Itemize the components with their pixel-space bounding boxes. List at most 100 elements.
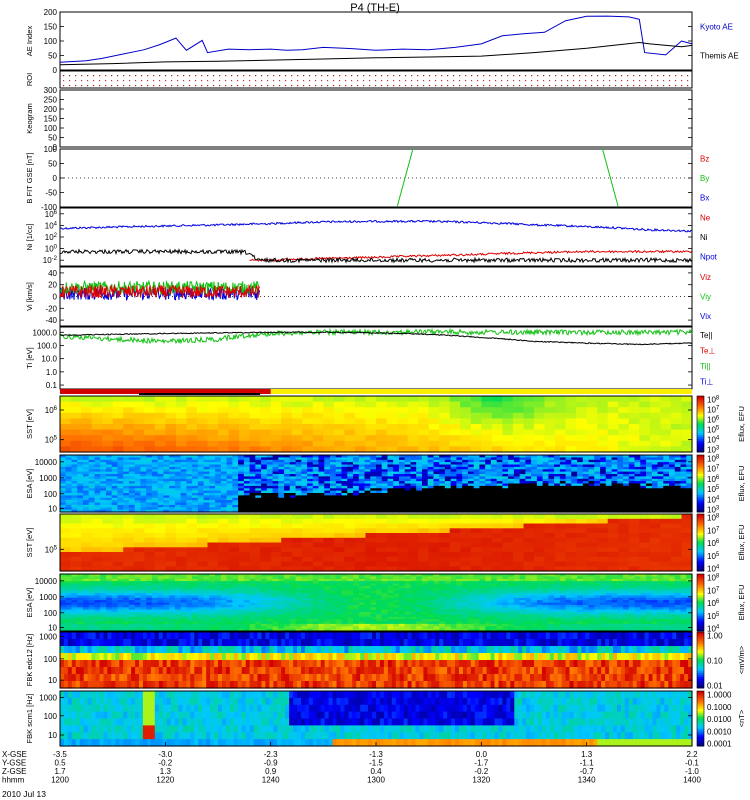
- spec-cell: [112, 435, 124, 442]
- spec-cell: [134, 583, 141, 587]
- spec-cell: [117, 471, 124, 475]
- spec-cell: [565, 528, 577, 534]
- spec-cell: [660, 561, 672, 567]
- spec-cell: [364, 462, 371, 466]
- spec-cell: [649, 556, 661, 563]
- spec-cell: [60, 614, 67, 618]
- spec-cell: [106, 597, 113, 601]
- spec-cell: [94, 578, 101, 582]
- spec-cell: [272, 502, 279, 506]
- spec-cell: [146, 616, 153, 620]
- spec-cell: [617, 504, 624, 508]
- spec-cell: [353, 471, 360, 475]
- spec-cell: [449, 533, 461, 539]
- spec-cell: [71, 612, 78, 615]
- roi-dot: [255, 85, 257, 87]
- spec-cell: [281, 518, 293, 525]
- spec-cell: [386, 537, 398, 544]
- y-tick-label: 250: [44, 96, 58, 105]
- colorbar-cell: [697, 466, 704, 469]
- roi-dot: [351, 75, 353, 77]
- spec-cell: [243, 500, 251, 504]
- spec-cell: [83, 462, 90, 466]
- spec-cell: [197, 509, 205, 513]
- spec-cell: [450, 469, 457, 473]
- spec-cell: [344, 542, 356, 548]
- spec-cell: [318, 509, 325, 513]
- roi-dot: [321, 75, 323, 77]
- spec-cell: [548, 455, 555, 458]
- spec-cell: [427, 478, 434, 482]
- spec-cell: [335, 478, 343, 482]
- y-axis-label: SST [eV]: [25, 528, 34, 558]
- spec-cell: [102, 446, 114, 453]
- spec-cell: [542, 502, 549, 506]
- spec-cell: [427, 507, 435, 511]
- spec-cell: [260, 412, 272, 419]
- spec-cell: [640, 466, 647, 470]
- spec-cell: [531, 485, 538, 489]
- spec-cell: [239, 518, 251, 525]
- spec-cell: [536, 462, 544, 466]
- spec-cell: [203, 478, 210, 482]
- spec-cell: [418, 424, 430, 431]
- spec-cell: [65, 619, 72, 623]
- spec-cell: [686, 466, 693, 470]
- spec-cell: [117, 628, 124, 632]
- spec-cell: [502, 396, 514, 403]
- spec-cell: [548, 464, 555, 468]
- spec-cell: [386, 401, 398, 408]
- spec-cell: [65, 488, 72, 492]
- spec-cell: [381, 455, 388, 458]
- spec-cell: [649, 424, 661, 431]
- spec-cell: [681, 552, 693, 558]
- roi-dot: [567, 80, 569, 82]
- spec-cell: [180, 469, 187, 473]
- spec-cell: [88, 497, 95, 501]
- spec-cell: [289, 481, 297, 485]
- spec-cell: [111, 595, 118, 599]
- spec-cell: [421, 493, 429, 496]
- spec-cell: [228, 542, 240, 548]
- spec-cell: [197, 485, 205, 489]
- spec-cell: [186, 495, 193, 499]
- spec-cell: [151, 502, 159, 506]
- y-tick-label: 10.0: [41, 355, 57, 364]
- spec-cell: [439, 396, 451, 403]
- roi-dot: [465, 80, 467, 82]
- spec-cell: [295, 507, 302, 511]
- spec-cell: [657, 462, 664, 466]
- spec-cell: [393, 455, 400, 458]
- spec-cell: [207, 446, 219, 453]
- spec-cell: [83, 612, 90, 615]
- spec-cell: [324, 497, 331, 501]
- spec-cell: [226, 488, 233, 492]
- spec-cell: [112, 440, 124, 447]
- spec-cell: [83, 588, 90, 592]
- spec-cell: [163, 500, 170, 504]
- spec-cell: [146, 626, 153, 630]
- spec-cell: [491, 396, 503, 403]
- spec-cell: [428, 446, 440, 453]
- spec-cell: [281, 528, 293, 534]
- spec-cell: [427, 495, 435, 499]
- spec-cell: [473, 483, 480, 487]
- spec-cell: [157, 609, 164, 613]
- spec-cell: [387, 504, 394, 508]
- spec-cell: [386, 424, 398, 431]
- spec-cell: [71, 466, 78, 470]
- spec-cell: [428, 407, 440, 414]
- spec-cell: [128, 466, 136, 470]
- spec-cell: [433, 490, 440, 494]
- spec-cell: [192, 459, 199, 463]
- spec-cell: [519, 485, 526, 489]
- spec-cell: [657, 474, 664, 477]
- spec-cell: [407, 514, 419, 520]
- spec-cell: [94, 626, 101, 630]
- spec-cell: [376, 429, 388, 436]
- spec-cell: [519, 502, 526, 506]
- spec-cell: [218, 556, 230, 563]
- spec-cell: [215, 464, 222, 468]
- spec-cell: [381, 464, 388, 468]
- spec-cell: [439, 533, 451, 539]
